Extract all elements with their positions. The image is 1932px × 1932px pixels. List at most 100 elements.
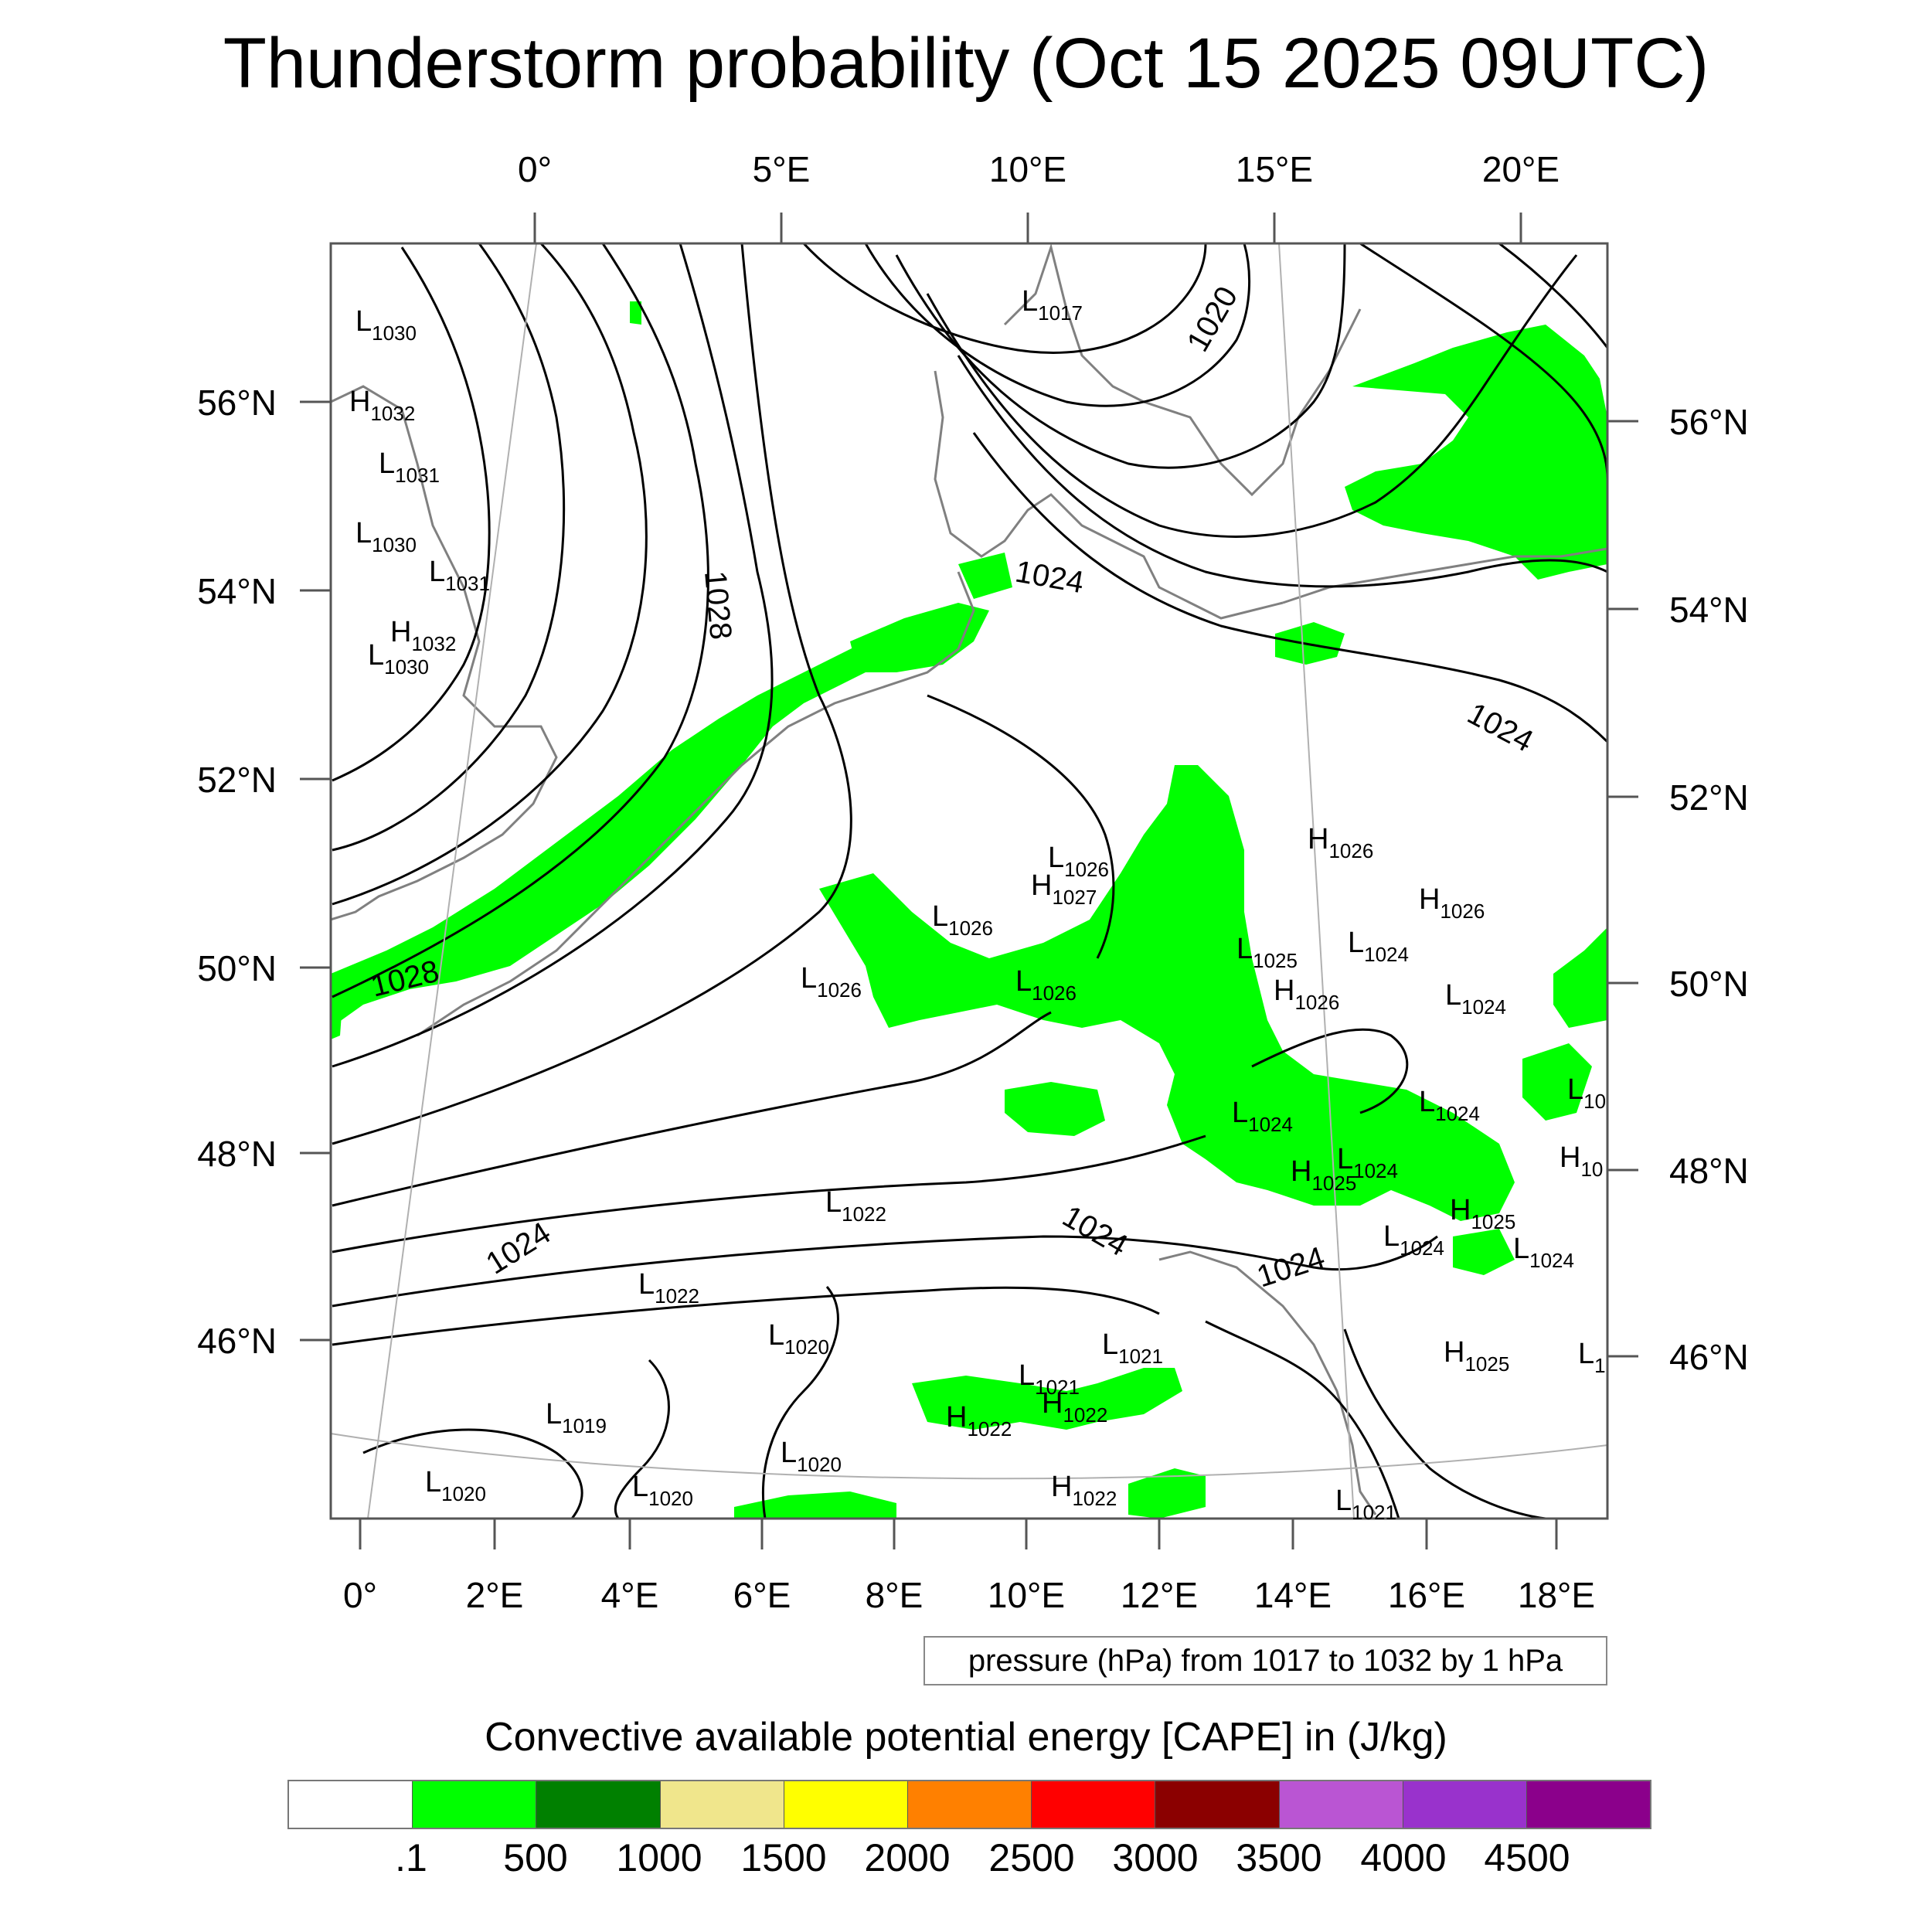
pressure-center-label: L1026 (932, 900, 993, 940)
colorbar-label: 500 (503, 1836, 568, 1879)
colorbar-cell (907, 1781, 1032, 1828)
isobar-label: 1024 (1462, 696, 1539, 759)
pressure-center-label: L10 (1567, 1073, 1606, 1113)
colorbar-label: 4500 (1484, 1836, 1570, 1879)
bottom-tick-label: 16°E (1388, 1575, 1465, 1615)
cape-central-europe (819, 765, 1515, 1221)
pressure-center-label: L1025 (1236, 933, 1298, 972)
top-tick-label: 20°E (1482, 149, 1560, 189)
coast-italy (1158, 1250, 1377, 1515)
colorbar-cell (413, 1781, 537, 1828)
isobars (332, 243, 1607, 1519)
isobar-label: 1024 (1057, 1199, 1134, 1264)
colorbar-cell (1526, 1781, 1651, 1828)
colorbar-cell (536, 1781, 661, 1828)
left-tick-label: 56°N (197, 383, 277, 423)
pressure-center-label: H1027 (1031, 869, 1097, 909)
cape-north-sea-patch (958, 553, 1012, 599)
coast-sweden (1003, 243, 1362, 497)
pressure-center-label: L1024 (1445, 979, 1506, 1019)
pressure-center-label: L1020 (768, 1319, 829, 1359)
pressure-center-label: H1026 (1419, 883, 1485, 923)
pressure-center-label: L1031 (429, 556, 490, 595)
top-tick-label: 0° (518, 149, 552, 189)
pressure-center-label: L1 (1578, 1338, 1606, 1377)
pressure-center-label: L1026 (801, 962, 862, 1002)
cape-slovakia-patch (1453, 1229, 1515, 1275)
pressure-center-label: L1031 (379, 447, 440, 487)
plot-frame (329, 242, 1609, 1520)
pressure-center-label: H1026 (1308, 823, 1373, 862)
cape-areas (331, 301, 1607, 1519)
right-tick-label: 54°N (1669, 590, 1749, 630)
pressure-center-label: L1020 (781, 1437, 842, 1476)
bottom-tick-label: 4°E (601, 1575, 659, 1615)
pressure-center-label: H1026 (1274, 975, 1339, 1014)
pressure-center-label: L1024 (1419, 1086, 1480, 1125)
colorbar-label: 2500 (988, 1836, 1075, 1879)
pressure-info-box: pressure (hPa) from 1017 to 1032 by 1 hP… (923, 1636, 1607, 1685)
pressure-center-label: L1020 (632, 1471, 693, 1510)
pressure-center-label: L1022 (638, 1268, 699, 1308)
cape-bavaria (1005, 1082, 1105, 1136)
isobar-label: 1028 (698, 570, 738, 641)
colorbar-cell (1155, 1781, 1280, 1828)
pressure-center-label: L1021 (1019, 1359, 1080, 1399)
top-tick-label: 15°E (1236, 149, 1313, 189)
colorbar-cell (660, 1781, 784, 1828)
colorbar-label: 4000 (1360, 1836, 1447, 1879)
colorbar-label: 3500 (1236, 1836, 1322, 1879)
pressure-center-label: L1030 (355, 305, 417, 345)
cape-west-edge (331, 974, 344, 1039)
left-tick-label: 54°N (197, 571, 277, 611)
bottom-tick-label: 12°E (1121, 1575, 1198, 1615)
coast-france-belgium (417, 571, 975, 1037)
colorbar-label: 3000 (1112, 1836, 1199, 1879)
bottom-tick-label: 10°E (988, 1575, 1065, 1615)
map-title: Thunderstorm probability (Oct 15 2025 09… (223, 24, 1709, 103)
colorbar-label: 2000 (864, 1836, 951, 1879)
cape-east-edge (1553, 927, 1607, 1028)
cape-italy-north (912, 1368, 1182, 1430)
pressure-center-label: L1017 (1022, 285, 1083, 325)
pressure-centers: L1030 H1032 L1031 L1030 L1031 H1032 L103… (349, 285, 1606, 1524)
left-tick-label: 50°N (197, 948, 277, 988)
bottom-tick-label: 2°E (466, 1575, 524, 1615)
pressure-center-label: L1022 (825, 1186, 886, 1226)
top-tick-label: 5°E (753, 149, 811, 189)
colorbar-cell (784, 1781, 908, 1828)
cape-south-patch (734, 1492, 896, 1519)
top-tick-label: 10°E (989, 149, 1066, 189)
cape-adriatic (1128, 1468, 1206, 1519)
pressure-center-label: H1022 (1051, 1471, 1117, 1510)
colorbar-label: 1500 (740, 1836, 827, 1879)
pressure-center-label: H1022 (1042, 1387, 1107, 1427)
pressure-center-label: L1024 (1232, 1097, 1293, 1136)
colorbar-label: 1000 (616, 1836, 702, 1879)
right-tick-label: 46°N (1669, 1337, 1749, 1377)
pressure-center-label: H10 (1560, 1141, 1603, 1181)
pressure-center-label: H1025 (1450, 1194, 1515, 1233)
left-axis: 56°N 54°N 52°N 50°N 48°N 46°N (197, 383, 277, 1361)
coast-denmark (934, 370, 1284, 620)
bottom-tick-label: 18°E (1518, 1575, 1595, 1615)
pressure-center-label: L1024 (1383, 1220, 1444, 1260)
isobar-label: 1024 (1012, 555, 1086, 600)
pressure-center-label: H1025 (1291, 1155, 1356, 1195)
coastlines (331, 243, 1607, 1515)
pressure-center-label: H1025 (1444, 1336, 1509, 1376)
left-tick-label: 46°N (197, 1321, 277, 1361)
pressure-center-label: L1024 (1348, 927, 1409, 966)
cape-band-netherlands (850, 603, 989, 672)
pressure-center-label: L1026 (1048, 842, 1109, 881)
graticule (330, 243, 1608, 1519)
bottom-tick-label: 6°E (733, 1575, 791, 1615)
pressure-center-label: H1032 (349, 386, 415, 425)
pressure-center-label: L1021 (1102, 1328, 1163, 1368)
left-tick-label: 52°N (197, 760, 277, 800)
cape-scandinavia-dot (630, 301, 641, 325)
colorbar-cell (289, 1781, 413, 1828)
bottom-tick-label: 14°E (1254, 1575, 1332, 1615)
isobar-label: 1024 (1253, 1240, 1328, 1294)
bottom-axis: 0° 2°E 4°E 6°E 8°E 10°E 12°E 14°E 16°E 1… (343, 1575, 1595, 1615)
